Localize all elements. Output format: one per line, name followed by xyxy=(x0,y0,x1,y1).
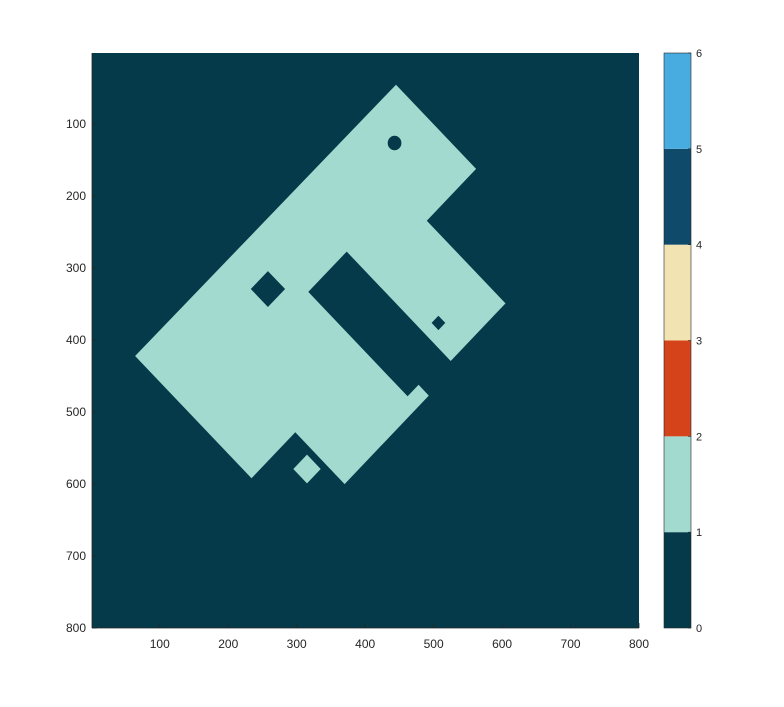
y-tick-label: 400 xyxy=(66,333,86,347)
colorbar-tick-label: 4 xyxy=(696,240,702,252)
x-tick-label: 100 xyxy=(150,637,170,651)
y-axis: 100 200 300 400 500 600 700 800 xyxy=(66,53,97,635)
colorbar-segment xyxy=(664,148,691,245)
x-tick-label: 600 xyxy=(492,637,512,651)
colorbar xyxy=(663,52,692,629)
colorbar-tick-label: 6 xyxy=(696,48,702,60)
y-tick-label: 200 xyxy=(66,189,86,203)
heatmap-region-main-shape xyxy=(135,84,506,485)
x-tick-label: 800 xyxy=(629,637,649,651)
colorbar-segment xyxy=(664,340,691,437)
colorbar-axis: 0 1 2 3 4 5 6 xyxy=(688,48,702,635)
y-tick-label: 100 xyxy=(66,117,86,131)
y-tick-label: 600 xyxy=(66,477,86,491)
x-tick-label: 300 xyxy=(287,637,307,651)
plot-area xyxy=(92,53,639,628)
y-tick-label: 500 xyxy=(66,405,86,419)
colorbar-tick-label: 5 xyxy=(696,144,702,156)
y-tick-label: 300 xyxy=(66,261,86,275)
colorbar-segment xyxy=(664,53,691,149)
x-tick-label: 700 xyxy=(561,637,581,651)
colorbar-segment xyxy=(664,436,691,533)
colorbar-tick-label: 1 xyxy=(696,527,702,539)
colorbar-tick-label: 2 xyxy=(696,431,702,443)
x-tick-label: 400 xyxy=(355,637,375,651)
colorbar-tick-label: 0 xyxy=(696,623,702,635)
x-axis: 100 200 300 400 500 600 700 800 xyxy=(92,623,649,651)
y-tick-label: 800 xyxy=(66,621,86,635)
x-tick-label: 200 xyxy=(218,637,238,651)
colorbar-tick-label: 3 xyxy=(696,336,702,348)
x-tick-label: 500 xyxy=(424,637,444,651)
colorbar-segment xyxy=(664,532,691,628)
colorbar-segment xyxy=(664,244,691,341)
y-tick-label: 700 xyxy=(66,549,86,563)
